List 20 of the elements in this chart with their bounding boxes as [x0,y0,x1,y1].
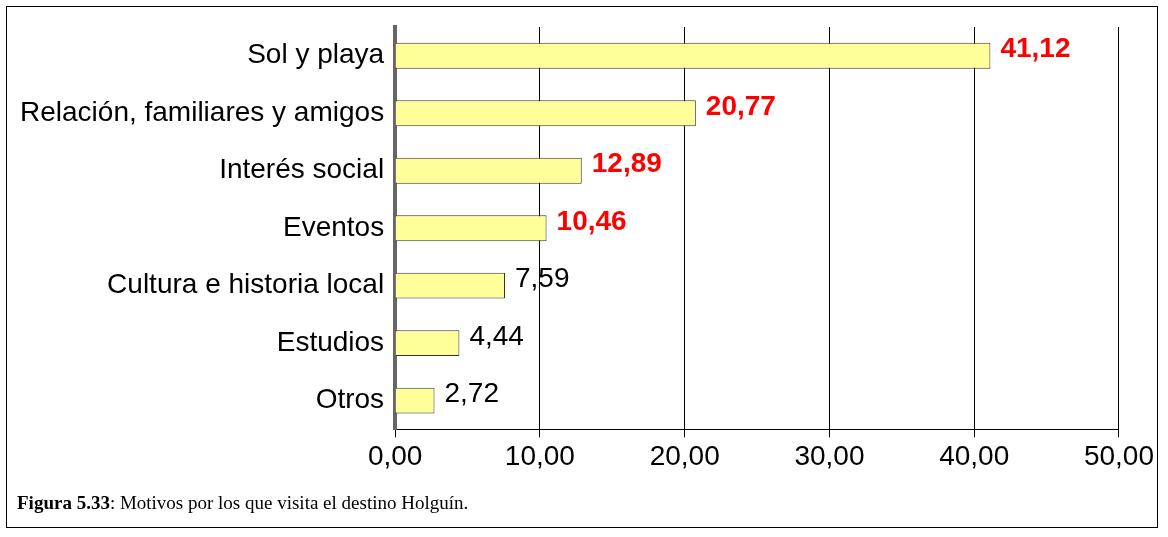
y-tick-label: Eventos [282,210,385,242]
x-tick-label: 50,00 [1083,439,1154,471]
y-tick-label: Estudios [276,325,385,357]
data-label: 12,89 [591,147,662,179]
data-label: 2,72 [444,377,500,409]
data-label: 41,12 [1000,32,1071,64]
x-tick-label: 10,00 [504,439,575,471]
y-tick-label: Relación, familiares y amigos [20,95,385,127]
y-tick-label: Interés social [219,153,385,185]
x-tick-label: 30,00 [794,439,865,471]
text: Figura 5.33: Motivos por los que visita el destino Holguín. [17,492,469,514]
x-tick-label: 20,00 [649,439,720,471]
data-label: 20,77 [705,89,776,121]
data-label: 10,46 [556,204,627,236]
y-tick-label: Sol y playa [247,38,385,70]
data-label: 4,44 [469,319,524,351]
y-tick-label: Otros [315,383,385,415]
y-tick-label: Cultura e historia local [107,268,385,300]
x-tick-label: 40,00 [939,439,1010,471]
x-tick-label: 0,00 [367,439,423,471]
